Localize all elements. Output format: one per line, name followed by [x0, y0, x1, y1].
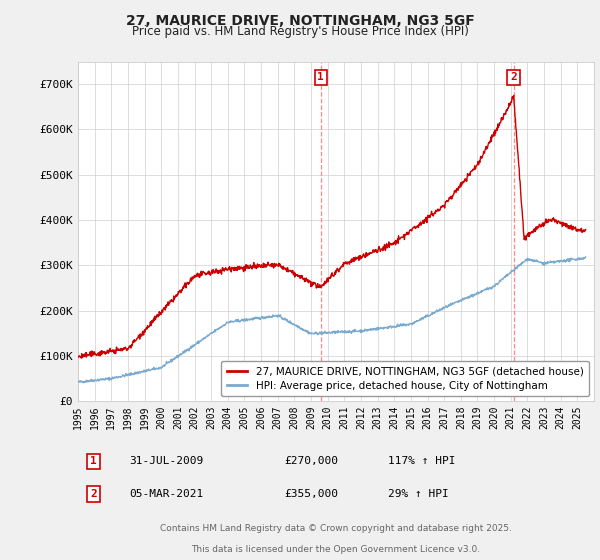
Text: Price paid vs. HM Land Registry's House Price Index (HPI): Price paid vs. HM Land Registry's House … — [131, 25, 469, 38]
Text: 1: 1 — [317, 72, 324, 82]
Legend: 27, MAURICE DRIVE, NOTTINGHAM, NG3 5GF (detached house), HPI: Average price, det: 27, MAURICE DRIVE, NOTTINGHAM, NG3 5GF (… — [221, 361, 589, 396]
Text: 31-JUL-2009: 31-JUL-2009 — [130, 456, 204, 466]
Text: 117% ↑ HPI: 117% ↑ HPI — [388, 456, 455, 466]
Text: £355,000: £355,000 — [284, 489, 338, 499]
Text: 1: 1 — [90, 456, 97, 466]
Text: 2: 2 — [90, 489, 97, 499]
Text: 29% ↑ HPI: 29% ↑ HPI — [388, 489, 448, 499]
Text: This data is licensed under the Open Government Licence v3.0.: This data is licensed under the Open Gov… — [191, 545, 481, 554]
Text: £270,000: £270,000 — [284, 456, 338, 466]
Text: 2: 2 — [510, 72, 517, 82]
Text: 05-MAR-2021: 05-MAR-2021 — [130, 489, 204, 499]
Text: Contains HM Land Registry data © Crown copyright and database right 2025.: Contains HM Land Registry data © Crown c… — [160, 524, 512, 533]
Text: 27, MAURICE DRIVE, NOTTINGHAM, NG3 5GF: 27, MAURICE DRIVE, NOTTINGHAM, NG3 5GF — [125, 14, 475, 28]
